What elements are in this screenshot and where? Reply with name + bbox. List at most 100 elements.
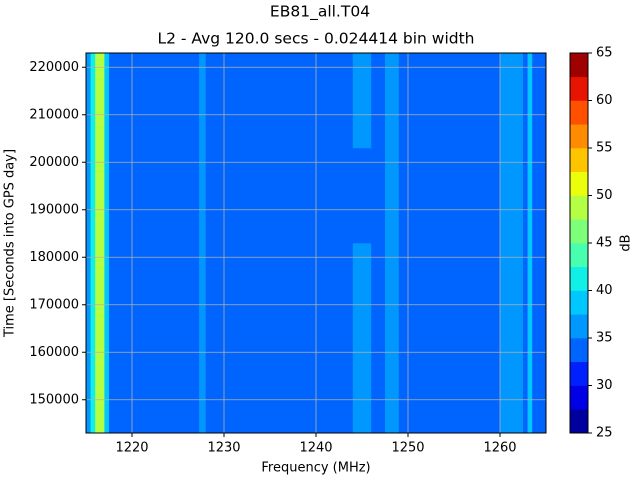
y-tick-label: 180000 [29,250,79,265]
heatmap-cell [86,243,91,339]
heatmap-cell [95,243,105,339]
heatmap-cell [109,338,200,434]
heatmap-cell [90,338,96,434]
heatmap-cell [199,338,206,434]
colorbar-band [570,290,588,315]
colorbar-band [570,409,588,434]
heatmap-cell [352,243,372,339]
heatmap-cell [385,53,400,149]
colorbar-band [570,171,588,196]
colorbar-band [570,219,588,244]
x-tick-label: 1250 [391,441,424,456]
heatmap-cell [371,243,386,339]
colorbar-tick-label: 40 [596,283,613,298]
colorbar-band [570,124,588,149]
colorbar-tick-label: 50 [596,188,613,203]
heatmap-cell [385,243,400,339]
heatmap-cell [352,53,372,149]
heatmap-cell [527,338,533,434]
y-tick-label: 220000 [29,60,79,75]
heatmap-cell [199,148,206,244]
heatmap-cell [95,53,105,149]
heatmap-cell [199,243,206,339]
colorbar-band [570,195,588,220]
colorbar-band [570,53,588,78]
heatmap-cell [523,148,528,244]
heatmap-cell [90,243,96,339]
heatmap-cell [398,338,501,434]
chart-title: EB81_all.T04 [270,3,370,22]
heatmap-cell [205,148,354,244]
plot-frame [85,52,547,434]
y-tick-label: 150000 [29,392,79,407]
heatmap-cell [86,338,91,434]
y-axis-label: Time [Seconds into GPS day] [3,149,18,338]
heatmap-cell [205,53,354,149]
heatmap-cell [527,243,533,339]
heatmap-cell [90,148,96,244]
heatmap-cell [352,148,372,244]
heatmap-cell [95,338,105,434]
heatmap-cell [385,148,400,244]
colorbar-label: dB [619,234,634,251]
colorbar-tick-label: 25 [596,426,613,441]
x-tick-label: 1260 [483,441,516,456]
heatmap-cell [352,338,372,434]
heatmap-cell [398,148,501,244]
heatmap-cell [109,243,200,339]
colorbar-band [570,314,588,339]
colorbar-band [570,243,588,268]
heatmap-cell [199,53,206,149]
y-tick-label: 190000 [29,202,79,217]
heatmap-cell [109,148,200,244]
colorbar-band [570,76,588,101]
colorbar-band [570,385,588,410]
heatmap-cell [371,53,386,149]
heatmap-cell [500,338,524,434]
y-tick-label: 200000 [29,155,79,170]
heatmap-cell [371,338,386,434]
heatmap-cell [205,338,354,434]
x-tick-label: 1230 [207,441,240,456]
heatmap-cell [104,243,110,339]
heatmap-cell [104,338,110,434]
heatmap-cell [523,243,528,339]
heatmap-cell [90,53,96,149]
heatmap-cell [532,148,547,244]
heatmap-cell [398,243,501,339]
colorbar-tick-label: 45 [596,236,613,251]
heatmap-cell [532,338,547,434]
heatmap-cell [500,243,524,339]
heatmap-cell [527,148,533,244]
y-tick-label: 210000 [29,107,79,122]
colorbar-tick-label: 65 [596,46,613,61]
heatmap-cell [527,53,533,149]
colorbar-tick-label: 35 [596,331,613,346]
heatmap-cell [532,243,547,339]
colorbar-band [570,338,588,363]
colorbar-band [570,266,588,291]
heatmap-cell [371,148,386,244]
colorbar-tick-label: 60 [596,93,613,108]
colorbar-band [570,148,588,173]
colorbar-band [570,100,588,125]
heatmap-cell [205,243,354,339]
x-tick-label: 1240 [299,441,332,456]
x-tick-label: 1220 [115,441,148,456]
heatmap-cell [398,53,501,149]
heatmap-cell [532,53,547,149]
heatmap-cell [86,53,91,149]
colorbar-tick-label: 55 [596,141,613,156]
heatmap-cell [104,53,110,149]
x-axis-label: Frequency (MHz) [261,461,370,476]
heatmap-cell [523,53,528,149]
heatmap-cell [500,148,524,244]
y-tick-label: 170000 [29,297,79,312]
heatmap-cell [95,148,105,244]
heatmap-cell [86,148,91,244]
colorbar-tick-label: 30 [596,378,613,393]
colorbar-band [570,361,588,386]
heatmap-cell [104,148,110,244]
heatmap-cell [109,53,200,149]
